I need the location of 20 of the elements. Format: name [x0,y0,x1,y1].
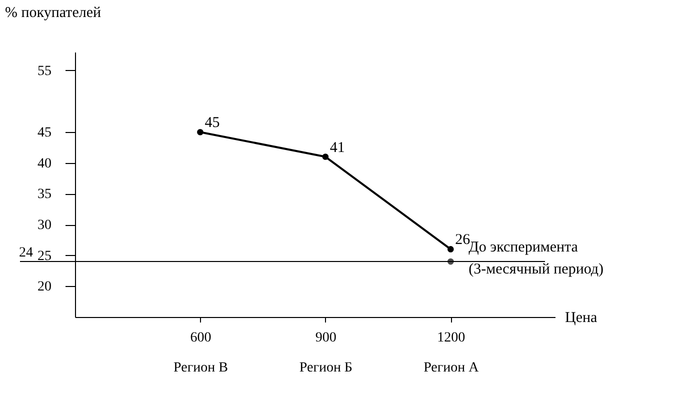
data-label: 26 [455,232,471,248]
y-axis-title: % покупателей [5,5,102,21]
point [197,128,204,136]
x-axis-title: Цена [565,310,598,326]
y-tick-label: 55 [38,64,52,79]
point [447,246,454,252]
x-tick-label: 1200 Регион А [424,330,480,376]
y-tick-label: 25 [38,248,52,264]
data-label: 41 [330,140,345,156]
y-tick-label: 45 [38,126,52,141]
y-tick-label: 30 [38,218,52,234]
point [322,154,329,160]
y-tick-label: 35 [38,187,52,202]
annotation: До эксперимента (3-месячный период) [468,240,604,278]
ref-line-label: 24 [19,246,33,261]
x-tick-label: 600 Регион В [174,330,228,376]
x-tick-label: 900 Регион Б [299,330,352,376]
y-tick-label: 20 [38,280,52,295]
data-label: 45 [204,115,220,132]
y-tick-label: 40 [38,156,52,172]
